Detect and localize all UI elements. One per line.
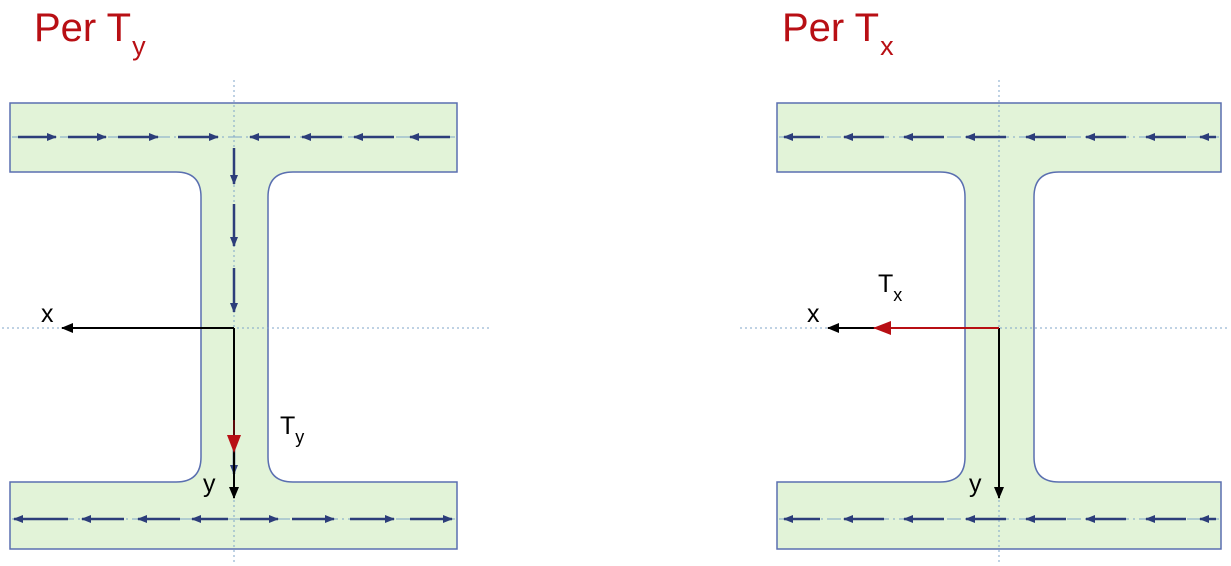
y-axis-label-right: y xyxy=(969,470,982,498)
force-label-main: T xyxy=(878,270,894,298)
force-label-main: T xyxy=(280,412,296,440)
x-axis-label-right: x xyxy=(807,300,820,328)
force-label-subscript: x xyxy=(893,285,903,305)
force-label-subscript: y xyxy=(295,427,305,447)
x-axis-label-left: x xyxy=(41,300,54,328)
title-subscript: x xyxy=(880,31,894,61)
title-main: Per T xyxy=(782,6,880,50)
force-label-ty: Ty xyxy=(280,412,304,447)
force-label-tx: Tx xyxy=(878,270,902,305)
title-per-tx: Per Tx xyxy=(782,4,894,61)
title-per-ty: Per Ty xyxy=(34,4,146,61)
y-axis-label-left: y xyxy=(203,470,216,498)
axes-left xyxy=(61,323,239,499)
title-subscript: y xyxy=(132,31,146,61)
title-main: Per T xyxy=(34,6,132,50)
shear-flow-right xyxy=(783,133,1216,523)
